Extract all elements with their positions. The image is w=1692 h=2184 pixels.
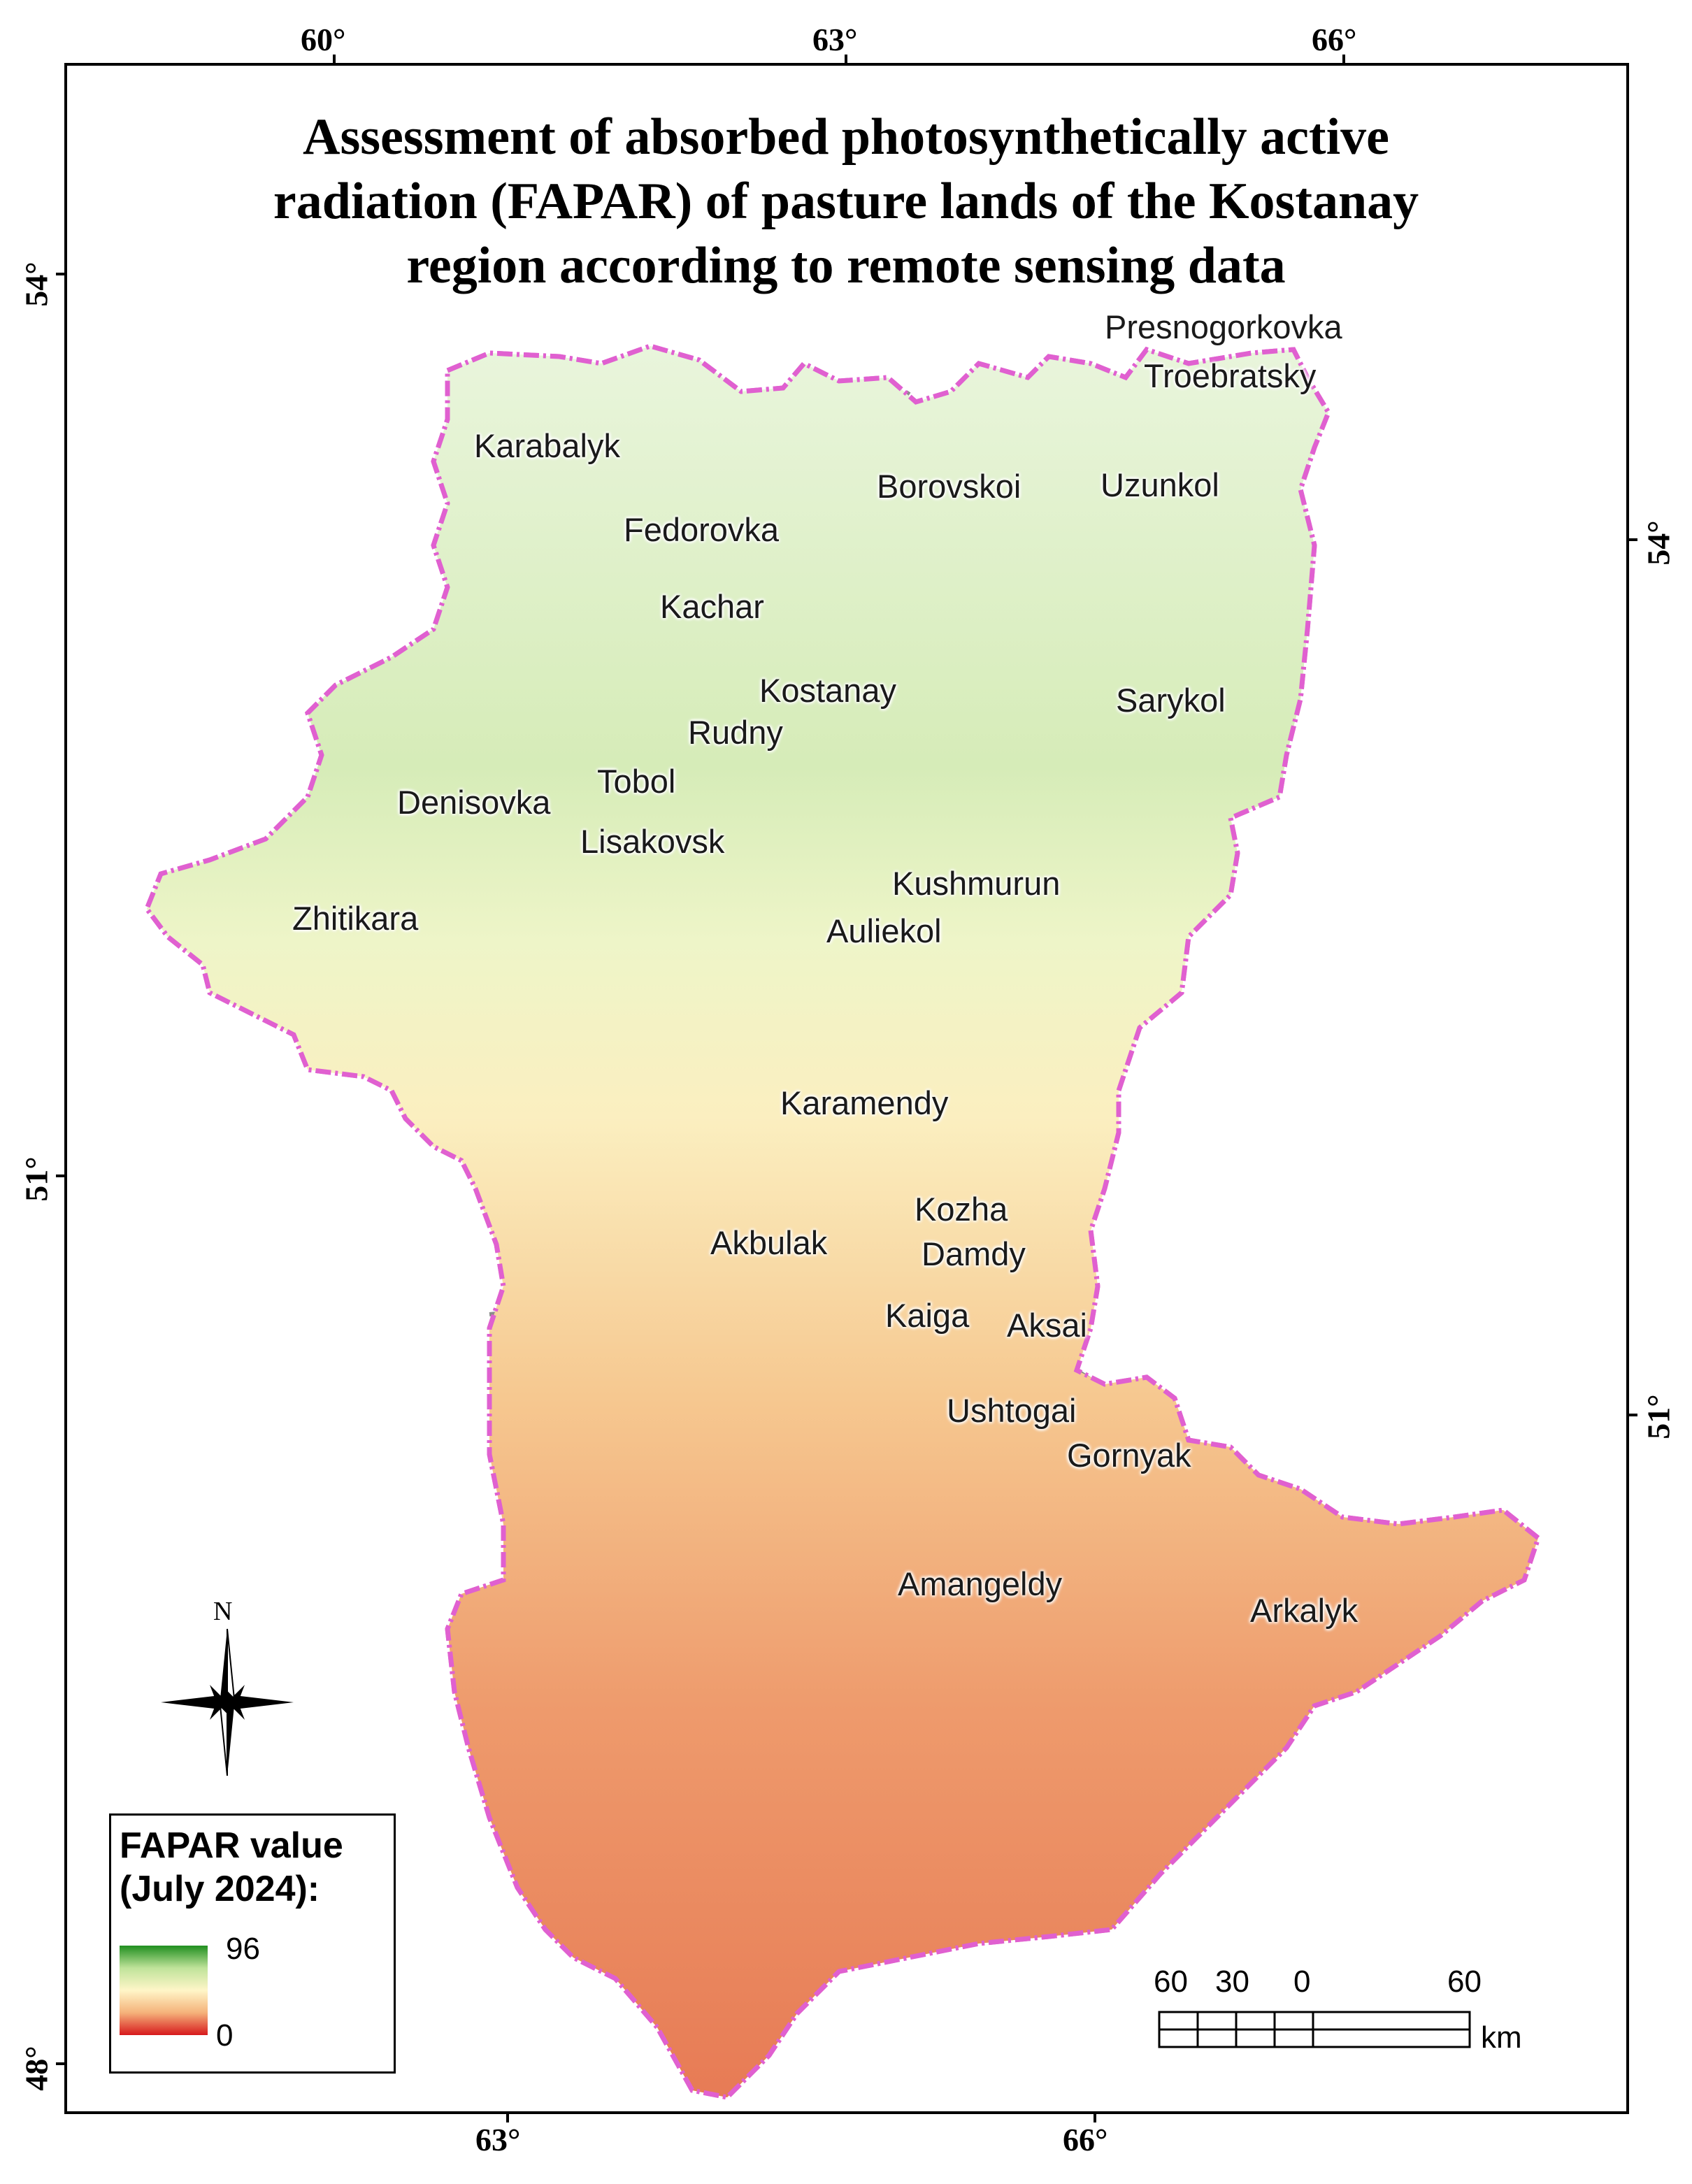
- place-label: Kostanay: [759, 672, 896, 709]
- place-label: Fedorovka: [624, 511, 780, 548]
- place-label: Karabalyk: [474, 427, 620, 464]
- north-label: N: [213, 1597, 233, 1626]
- tick: [1094, 2113, 1096, 2122]
- tick: [56, 1174, 66, 1177]
- place-label: Tobol: [597, 763, 676, 800]
- scale-bar-graphic: [1158, 2011, 1471, 2048]
- legend-max-value: 96: [226, 1932, 260, 1966]
- place-label: Damdy: [922, 1235, 1026, 1272]
- tick: [56, 273, 66, 275]
- lon-label-top-63: 63°: [812, 22, 858, 57]
- tick: [1628, 538, 1637, 541]
- place-label: Akbulak: [710, 1224, 828, 1261]
- legend: FAPAR value (July 2024): 96 0: [109, 1813, 396, 2074]
- place-label: Kachar: [660, 588, 764, 625]
- legend-min-value: 0: [216, 2018, 234, 2053]
- place-label: Arkalyk: [1250, 1592, 1358, 1629]
- scale-label: 60: [1447, 1964, 1482, 1999]
- tick: [506, 2113, 509, 2122]
- tick: [1628, 1414, 1637, 1416]
- title-line-3: region according to remote sensing data: [406, 237, 1286, 294]
- place-label: Auliekol: [826, 912, 942, 949]
- scale-label: 60: [1154, 1964, 1188, 1999]
- place-label: Rudny: [688, 714, 783, 751]
- place-label: Ushtogai: [947, 1392, 1077, 1429]
- lon-label-bottom-66: 66°: [1063, 2122, 1108, 2157]
- place-label: Presnogorkovka: [1105, 308, 1342, 345]
- legend-title-line-1: FAPAR value: [120, 1825, 343, 1866]
- place-label: Amangeldy: [898, 1565, 1063, 1602]
- tick: [845, 55, 847, 64]
- place-label: Karamendy: [780, 1084, 949, 1121]
- legend-title-line-2: (July 2024):: [120, 1869, 320, 1909]
- lon-label-bottom-63: 63°: [475, 2122, 521, 2157]
- tick: [56, 2062, 66, 2065]
- title-line-2: radiation (FAPAR) of pasture lands of th…: [273, 173, 1419, 230]
- place-label: Lisakovsk: [580, 823, 725, 860]
- place-label: Sarykol: [1116, 682, 1226, 719]
- map-title: Assessment of absorbed photosyntheticall…: [154, 105, 1538, 298]
- scale-unit: km: [1481, 2020, 1522, 2055]
- place-label: Kozha: [915, 1191, 1008, 1228]
- tick: [1342, 55, 1345, 64]
- title-line-1: Assessment of absorbed photosyntheticall…: [303, 108, 1389, 166]
- place-label: Troebratsky: [1144, 357, 1317, 394]
- place-label: Uzunkol: [1100, 466, 1219, 503]
- place-label: Denisovka: [397, 784, 551, 821]
- legend-color-ramp: [120, 1946, 208, 2035]
- place-label: Aksai: [1007, 1307, 1087, 1344]
- scale-label: 0: [1293, 1964, 1311, 1999]
- place-label: Kaiga: [885, 1297, 970, 1334]
- place-label: Zhitikara: [292, 900, 419, 937]
- place-label: Kushmurun: [892, 865, 1061, 902]
- legend-title: FAPAR value (July 2024):: [120, 1824, 343, 1911]
- lon-label-top-60: 60°: [301, 22, 346, 57]
- place-label: Gornyak: [1067, 1437, 1191, 1474]
- compass-rose-icon: [161, 1628, 294, 1776]
- lon-label-top-66: 66°: [1312, 22, 1357, 57]
- tick: [333, 55, 336, 64]
- scale-label: 30: [1215, 1964, 1249, 1999]
- place-label: Borovskoi: [877, 468, 1021, 505]
